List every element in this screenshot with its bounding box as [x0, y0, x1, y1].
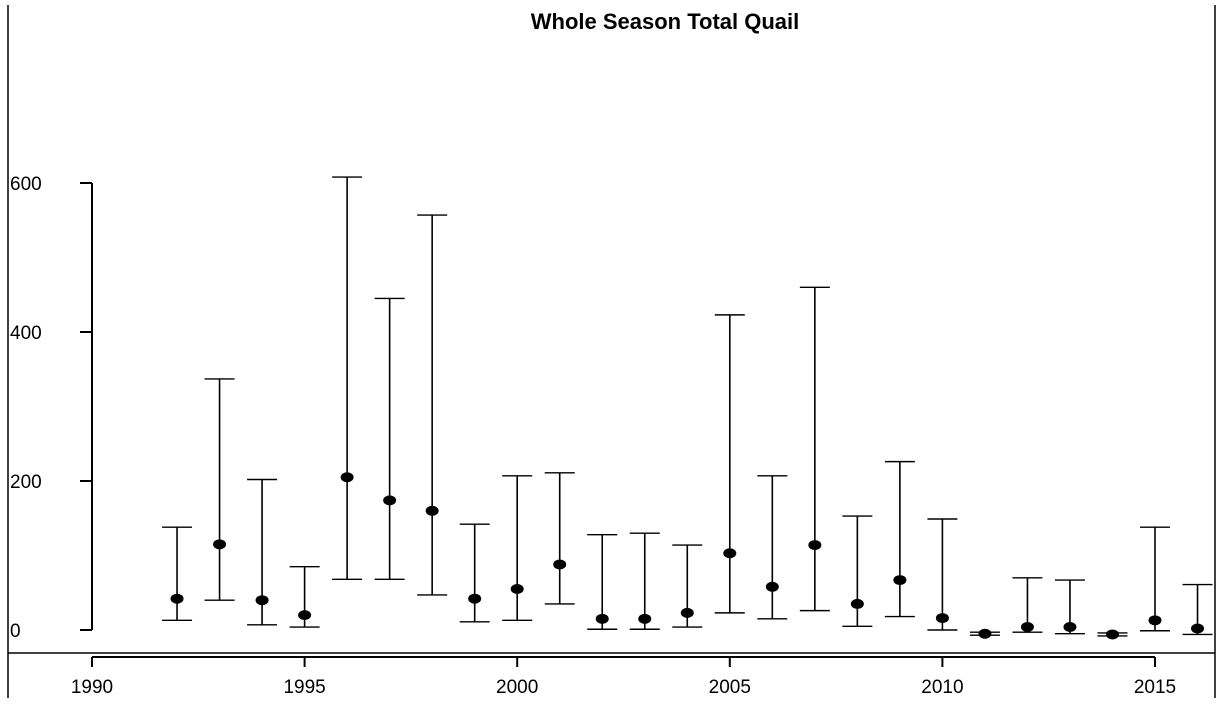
error-bar [204, 378, 235, 601]
data-point [213, 539, 227, 550]
data-point [468, 593, 482, 604]
data-point [723, 548, 737, 559]
error-bar [1140, 526, 1170, 632]
error-bar [587, 533, 618, 630]
data-point [1020, 622, 1034, 633]
data-point [383, 495, 397, 506]
error-bar [289, 565, 320, 628]
error-bar [1097, 629, 1128, 640]
data-point [1063, 622, 1077, 633]
x-tick-label: 2015 [1134, 677, 1176, 698]
error-bar [1012, 577, 1043, 633]
data-point [425, 505, 439, 516]
y-tick-label: 200 [10, 472, 42, 493]
y-tick-label: 0 [10, 621, 21, 642]
error-bar [969, 628, 1000, 639]
error-bar [842, 515, 873, 627]
x-tick-label: 2000 [496, 677, 538, 698]
data-point [510, 584, 524, 595]
data-point [1191, 623, 1205, 634]
x-tick-label: 1990 [71, 677, 113, 698]
data-point [935, 613, 949, 624]
y-tick-label: 600 [10, 174, 42, 195]
data-point [595, 613, 609, 624]
error-bar [502, 475, 533, 622]
data-series [162, 176, 1213, 640]
data-point [638, 613, 652, 624]
data-point [893, 575, 907, 586]
error-bar [162, 526, 193, 622]
data-point [298, 610, 312, 621]
chart-title: Whole Season Total Quail [531, 9, 800, 34]
data-point [765, 581, 779, 592]
error-bar [332, 176, 363, 581]
error-bar [247, 478, 278, 626]
data-point [170, 593, 184, 604]
data-point [978, 628, 992, 639]
error-bar [417, 214, 448, 596]
x-tick-label: 1995 [283, 677, 325, 698]
data-point [808, 540, 822, 551]
error-bar [714, 314, 745, 614]
data-point [1105, 629, 1119, 640]
error-bar [1182, 583, 1213, 636]
error-bar [927, 518, 958, 631]
error-bar [884, 460, 915, 618]
data-point [680, 607, 694, 618]
error-bar [544, 472, 575, 605]
error-bar [1054, 579, 1085, 635]
data-point [553, 559, 567, 570]
error-bar [672, 544, 703, 628]
axes: 0 200 400 600 1990 1995 2000 2005 2010 2015 [10, 174, 1176, 698]
data-point [1148, 615, 1162, 626]
error-bar [629, 532, 660, 630]
data-point [340, 472, 354, 483]
error-bar [799, 286, 830, 612]
error-bar [374, 297, 405, 581]
plot-frame [7, 5, 1216, 698]
error-bar [757, 475, 788, 620]
y-tick-label: 400 [10, 323, 42, 344]
data-point [255, 595, 269, 606]
x-tick-label: 2005 [709, 677, 751, 698]
data-point [850, 598, 864, 609]
error-bar [459, 523, 490, 623]
x-tick-label: 2010 [921, 677, 963, 698]
